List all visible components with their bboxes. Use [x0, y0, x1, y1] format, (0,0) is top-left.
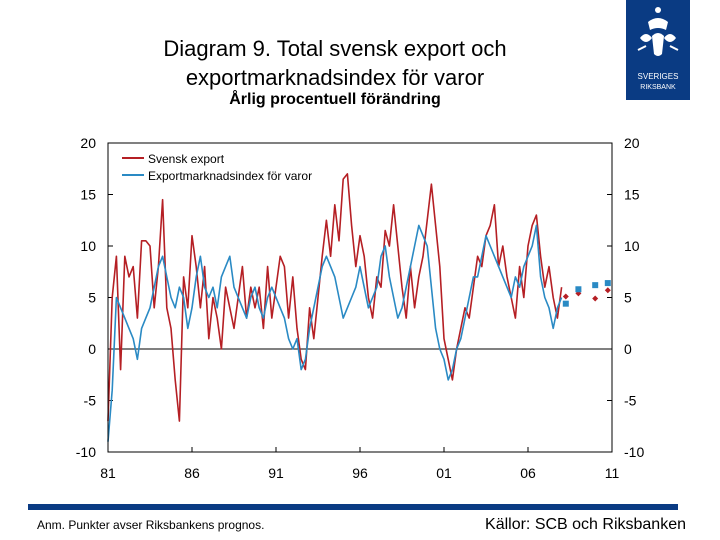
x-tick-label: 91 — [268, 465, 284, 481]
forecast-point-exportmarknadsindex — [592, 282, 599, 289]
forecast-point-svensk-export — [592, 295, 599, 302]
x-tick-label: 96 — [352, 465, 368, 481]
title-line-2: exportmarknadsindex för varor — [185, 65, 485, 90]
y-tick-label-left: 15 — [80, 187, 96, 203]
y-tick-label-right: 20 — [624, 135, 640, 151]
riksbank-logo: SVERIGES RIKSBANK — [626, 0, 690, 100]
chart-subtitle: Årlig procentuell förändring — [229, 91, 441, 108]
x-tick-label: 01 — [436, 465, 452, 481]
plot-frame — [107, 142, 613, 453]
series-line-exportmarknadsindex — [107, 224, 563, 442]
x-tick-label: 81 — [100, 465, 116, 481]
footnote: Anm. Punkter avser Riksbankens prognos. — [37, 518, 265, 532]
source-text: Källor: SCB och Riksbanken — [485, 516, 686, 533]
legend-label-svensk-export: Svensk export — [148, 152, 225, 166]
title-line-1: Diagram 9. Total svensk export och — [163, 36, 507, 61]
y-tick-label-right: 0 — [624, 341, 632, 357]
forecast-point-svensk-export — [604, 287, 611, 294]
y-tick-label-right: -5 — [624, 393, 637, 409]
footer-bar — [28, 504, 678, 510]
y-tick-label-left: 20 — [80, 135, 96, 151]
x-tick-label: 06 — [520, 465, 536, 481]
forecast-point-exportmarknadsindex — [575, 286, 582, 293]
series-line-svensk-export — [107, 173, 563, 422]
legend: Svensk export Exportmarknadsindex för va… — [122, 152, 312, 183]
y-tick-label-left: 10 — [80, 238, 96, 254]
y-tick-label-right: 5 — [624, 290, 632, 306]
y-tick-label-left: 5 — [88, 290, 96, 306]
logo-text-sveriges: SVERIGES — [638, 72, 679, 81]
forecast-point-svensk-export — [562, 293, 569, 300]
logo-text-riksbank: RIKSBANK — [640, 84, 676, 91]
legend-label-exportmarknadsindex: Exportmarknadsindex för varor — [148, 169, 312, 183]
forecast-point-exportmarknadsindex — [562, 300, 569, 307]
x-tick-label: 11 — [605, 465, 620, 481]
y-tick-label-right: 15 — [624, 187, 640, 203]
y-tick-label-right: 10 — [624, 238, 640, 254]
x-tick-label: 86 — [184, 465, 200, 481]
y-tick-label-right: -10 — [624, 444, 644, 460]
y-tick-label-left: 0 — [88, 341, 96, 357]
chart-title: Diagram 9. Total svensk export och expor… — [60, 34, 610, 92]
y-tick-label-left: -10 — [76, 444, 96, 460]
riksbank-crest-icon: SVERIGES RIKSBANK — [638, 7, 679, 91]
y-tick-label-left: -5 — [84, 393, 97, 409]
forecast-point-exportmarknadsindex — [604, 280, 611, 287]
